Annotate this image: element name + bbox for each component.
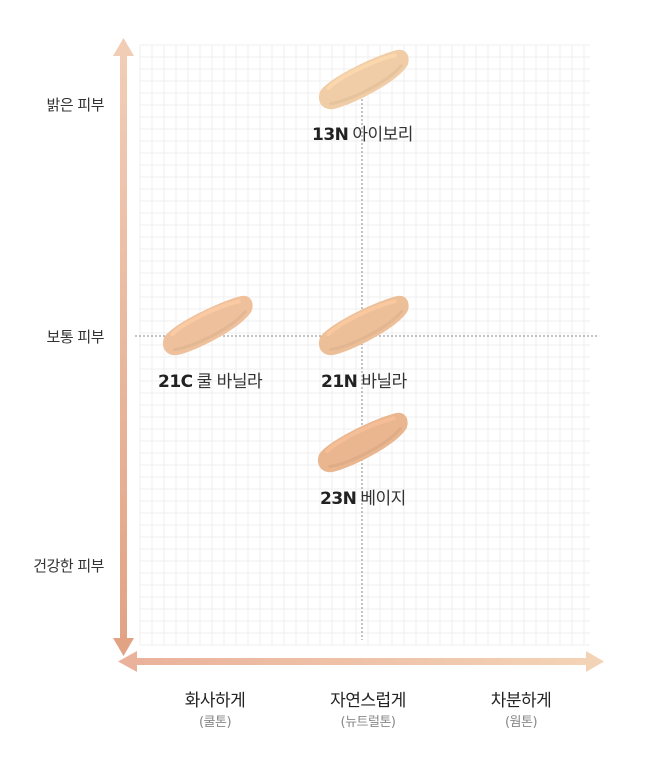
shade-code: 21N	[321, 372, 358, 392]
shade-label-23n: 23N 베이지	[320, 484, 406, 509]
y-axis-arrow-down	[113, 638, 134, 656]
x-category-cool-sub: (쿨톤)	[198, 715, 232, 730]
x-axis-arrow-right	[586, 651, 604, 672]
x-category-warm: 차분하게	[490, 691, 552, 711]
shade-label-21n: 21N 바닐라	[321, 367, 407, 392]
x-category-warm-sub: (웜톤)	[504, 715, 538, 730]
shade-name: 바닐라	[361, 372, 407, 392]
shade-code: 23N	[320, 489, 357, 509]
swatch-21n	[318, 295, 409, 356]
y-axis-bar	[120, 55, 127, 640]
shade-name: 쿨 바닐라	[196, 372, 263, 392]
shade-swatches	[162, 49, 409, 473]
y-axis-arrow-up	[113, 38, 134, 56]
swatch-13n	[318, 49, 409, 110]
y-level-tan: 건강한 피부	[33, 557, 104, 575]
swatch-23n	[317, 412, 408, 473]
x-category-cool: 화사하게	[184, 691, 246, 711]
shade-label-13n: 13N 아이보리	[312, 120, 413, 145]
shade-name: 베이지	[360, 489, 406, 509]
shade-code: 13N	[312, 125, 349, 145]
y-level-medium: 보통 피부	[46, 328, 105, 346]
x-axis-bar	[136, 658, 588, 665]
shade-code: 21C	[158, 372, 193, 392]
x-category-neutral: 자연스럽게	[330, 691, 406, 711]
x-category-neutral-sub: (뉴트럴톤)	[340, 715, 396, 730]
shade-label-21c: 21C 쿨 바닐라	[158, 367, 263, 392]
y-level-bright: 밝은 피부	[46, 96, 105, 114]
swatch-21c	[162, 295, 253, 356]
x-axis-arrow-left	[118, 651, 137, 672]
shade-name: 아이보리	[352, 125, 413, 145]
